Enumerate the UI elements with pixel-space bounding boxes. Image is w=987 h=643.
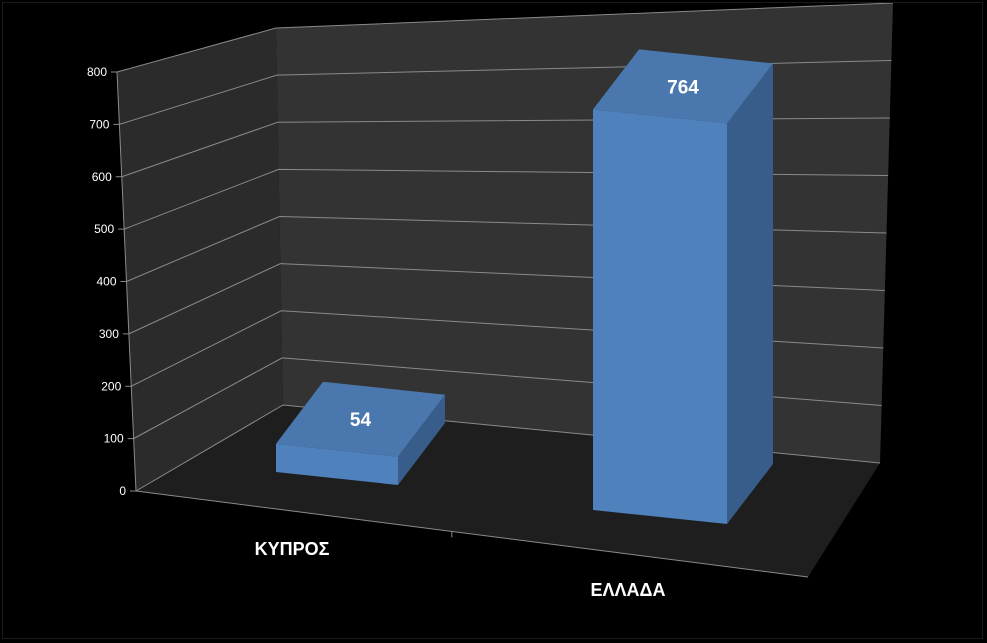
bar-side-face bbox=[398, 394, 445, 485]
y-axis-tick-label: 100 bbox=[104, 432, 124, 446]
bar-side-face bbox=[727, 63, 773, 524]
bar-2: 764 bbox=[593, 49, 773, 524]
x-axis-category-label: ΕΛΛΑΔΑ bbox=[591, 580, 666, 600]
chart-side-wall bbox=[117, 28, 283, 491]
y-axis-tick-label: 400 bbox=[96, 275, 116, 289]
bar-front-face bbox=[276, 443, 398, 485]
y-axis-tick-label: 700 bbox=[89, 117, 109, 131]
x-axis-category-label: ΚΥΠΡΟΣ bbox=[255, 539, 330, 559]
y-axis-tick-label: 500 bbox=[94, 222, 114, 236]
x-axis-line bbox=[135, 490, 809, 578]
bar-front-face bbox=[593, 109, 727, 524]
x-axis-category-labels: ΚΥΠΡΟΣ ΕΛΛΑΔΑ bbox=[255, 539, 666, 600]
bar-data-label: 54 bbox=[350, 410, 372, 431]
y-axis-tick-label: 0 bbox=[119, 484, 126, 498]
chart-bars: 54 764 bbox=[276, 49, 773, 524]
y-axis-tick-labels: 0 100 200 300 400 500 600 700 800 bbox=[87, 65, 126, 498]
bar-1: 54 bbox=[276, 381, 445, 485]
bar-top-face bbox=[593, 49, 773, 124]
gridline bbox=[116, 2, 894, 73]
y-axis-tick-label: 200 bbox=[101, 379, 121, 393]
bar-data-label: 764 bbox=[667, 77, 699, 98]
y-axis-line bbox=[116, 71, 137, 492]
y-axis-tick-label: 800 bbox=[87, 65, 107, 79]
y-axis-tick-label: 600 bbox=[92, 170, 112, 184]
y-axis-tick-label: 300 bbox=[99, 327, 119, 341]
bar-top-face bbox=[276, 381, 445, 457]
